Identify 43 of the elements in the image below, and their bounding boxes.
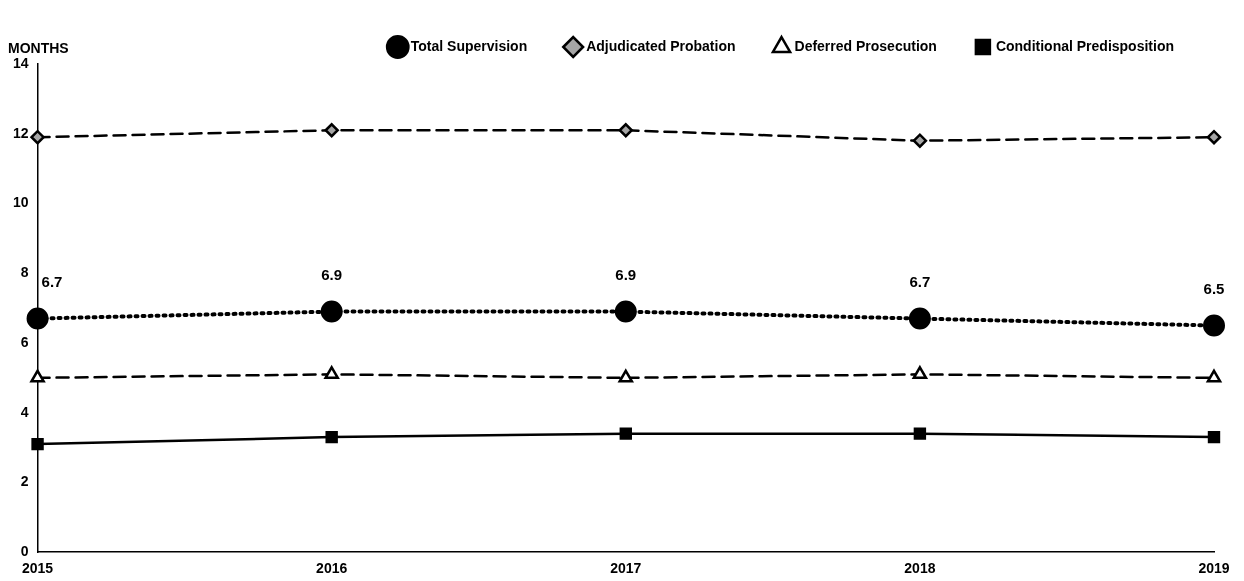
- y-tick-label: 8: [20, 264, 29, 281]
- point: [30, 129, 45, 145]
- x-tick-label: 2015: [21, 560, 54, 577]
- y-tick-label: 12: [12, 124, 29, 141]
- point: [618, 123, 634, 138]
- point: [618, 369, 634, 383]
- point: [1206, 129, 1222, 145]
- point: [913, 427, 927, 440]
- point: [614, 300, 637, 323]
- y-tick-label: 14: [12, 54, 29, 71]
- point: [1206, 369, 1222, 383]
- y-axis-title: MONTHS: [8, 39, 69, 56]
- point: [908, 307, 931, 330]
- y-tick-label: 10: [12, 194, 29, 211]
- y-tick-label: 4: [20, 403, 29, 420]
- point: [30, 369, 45, 383]
- data-label: 6.9: [321, 266, 343, 284]
- y-tick-label: 0: [20, 543, 29, 560]
- x-tick-label: 2017: [610, 560, 642, 577]
- y-tick-label: 2: [20, 473, 29, 490]
- point: [324, 366, 339, 380]
- legend-label: Conditional Predisposition: [995, 37, 1175, 54]
- point: [324, 123, 339, 138]
- data-label: 6.7: [41, 273, 63, 291]
- data-label: 6.5: [1203, 280, 1225, 298]
- data-label: 6.9: [615, 266, 637, 284]
- point: [619, 427, 632, 440]
- point: [31, 437, 44, 451]
- point: [1203, 314, 1225, 337]
- point: [912, 366, 928, 380]
- x-tick-label: 2018: [904, 560, 936, 577]
- point: [325, 430, 338, 444]
- point: [320, 300, 343, 323]
- y-tick-label: 6: [20, 333, 29, 350]
- legend-label: Deferred Prosecution: [794, 37, 937, 54]
- data-label: 6.7: [909, 273, 931, 291]
- legend-label: Adjudicated Probation: [586, 37, 736, 54]
- point: [26, 307, 49, 330]
- x-tick-label: 2019: [1198, 560, 1230, 577]
- legend-label: Total Supervision: [410, 37, 528, 54]
- x-tick-label: 2016: [316, 560, 348, 577]
- point: [1207, 430, 1221, 444]
- point: [912, 133, 928, 148]
